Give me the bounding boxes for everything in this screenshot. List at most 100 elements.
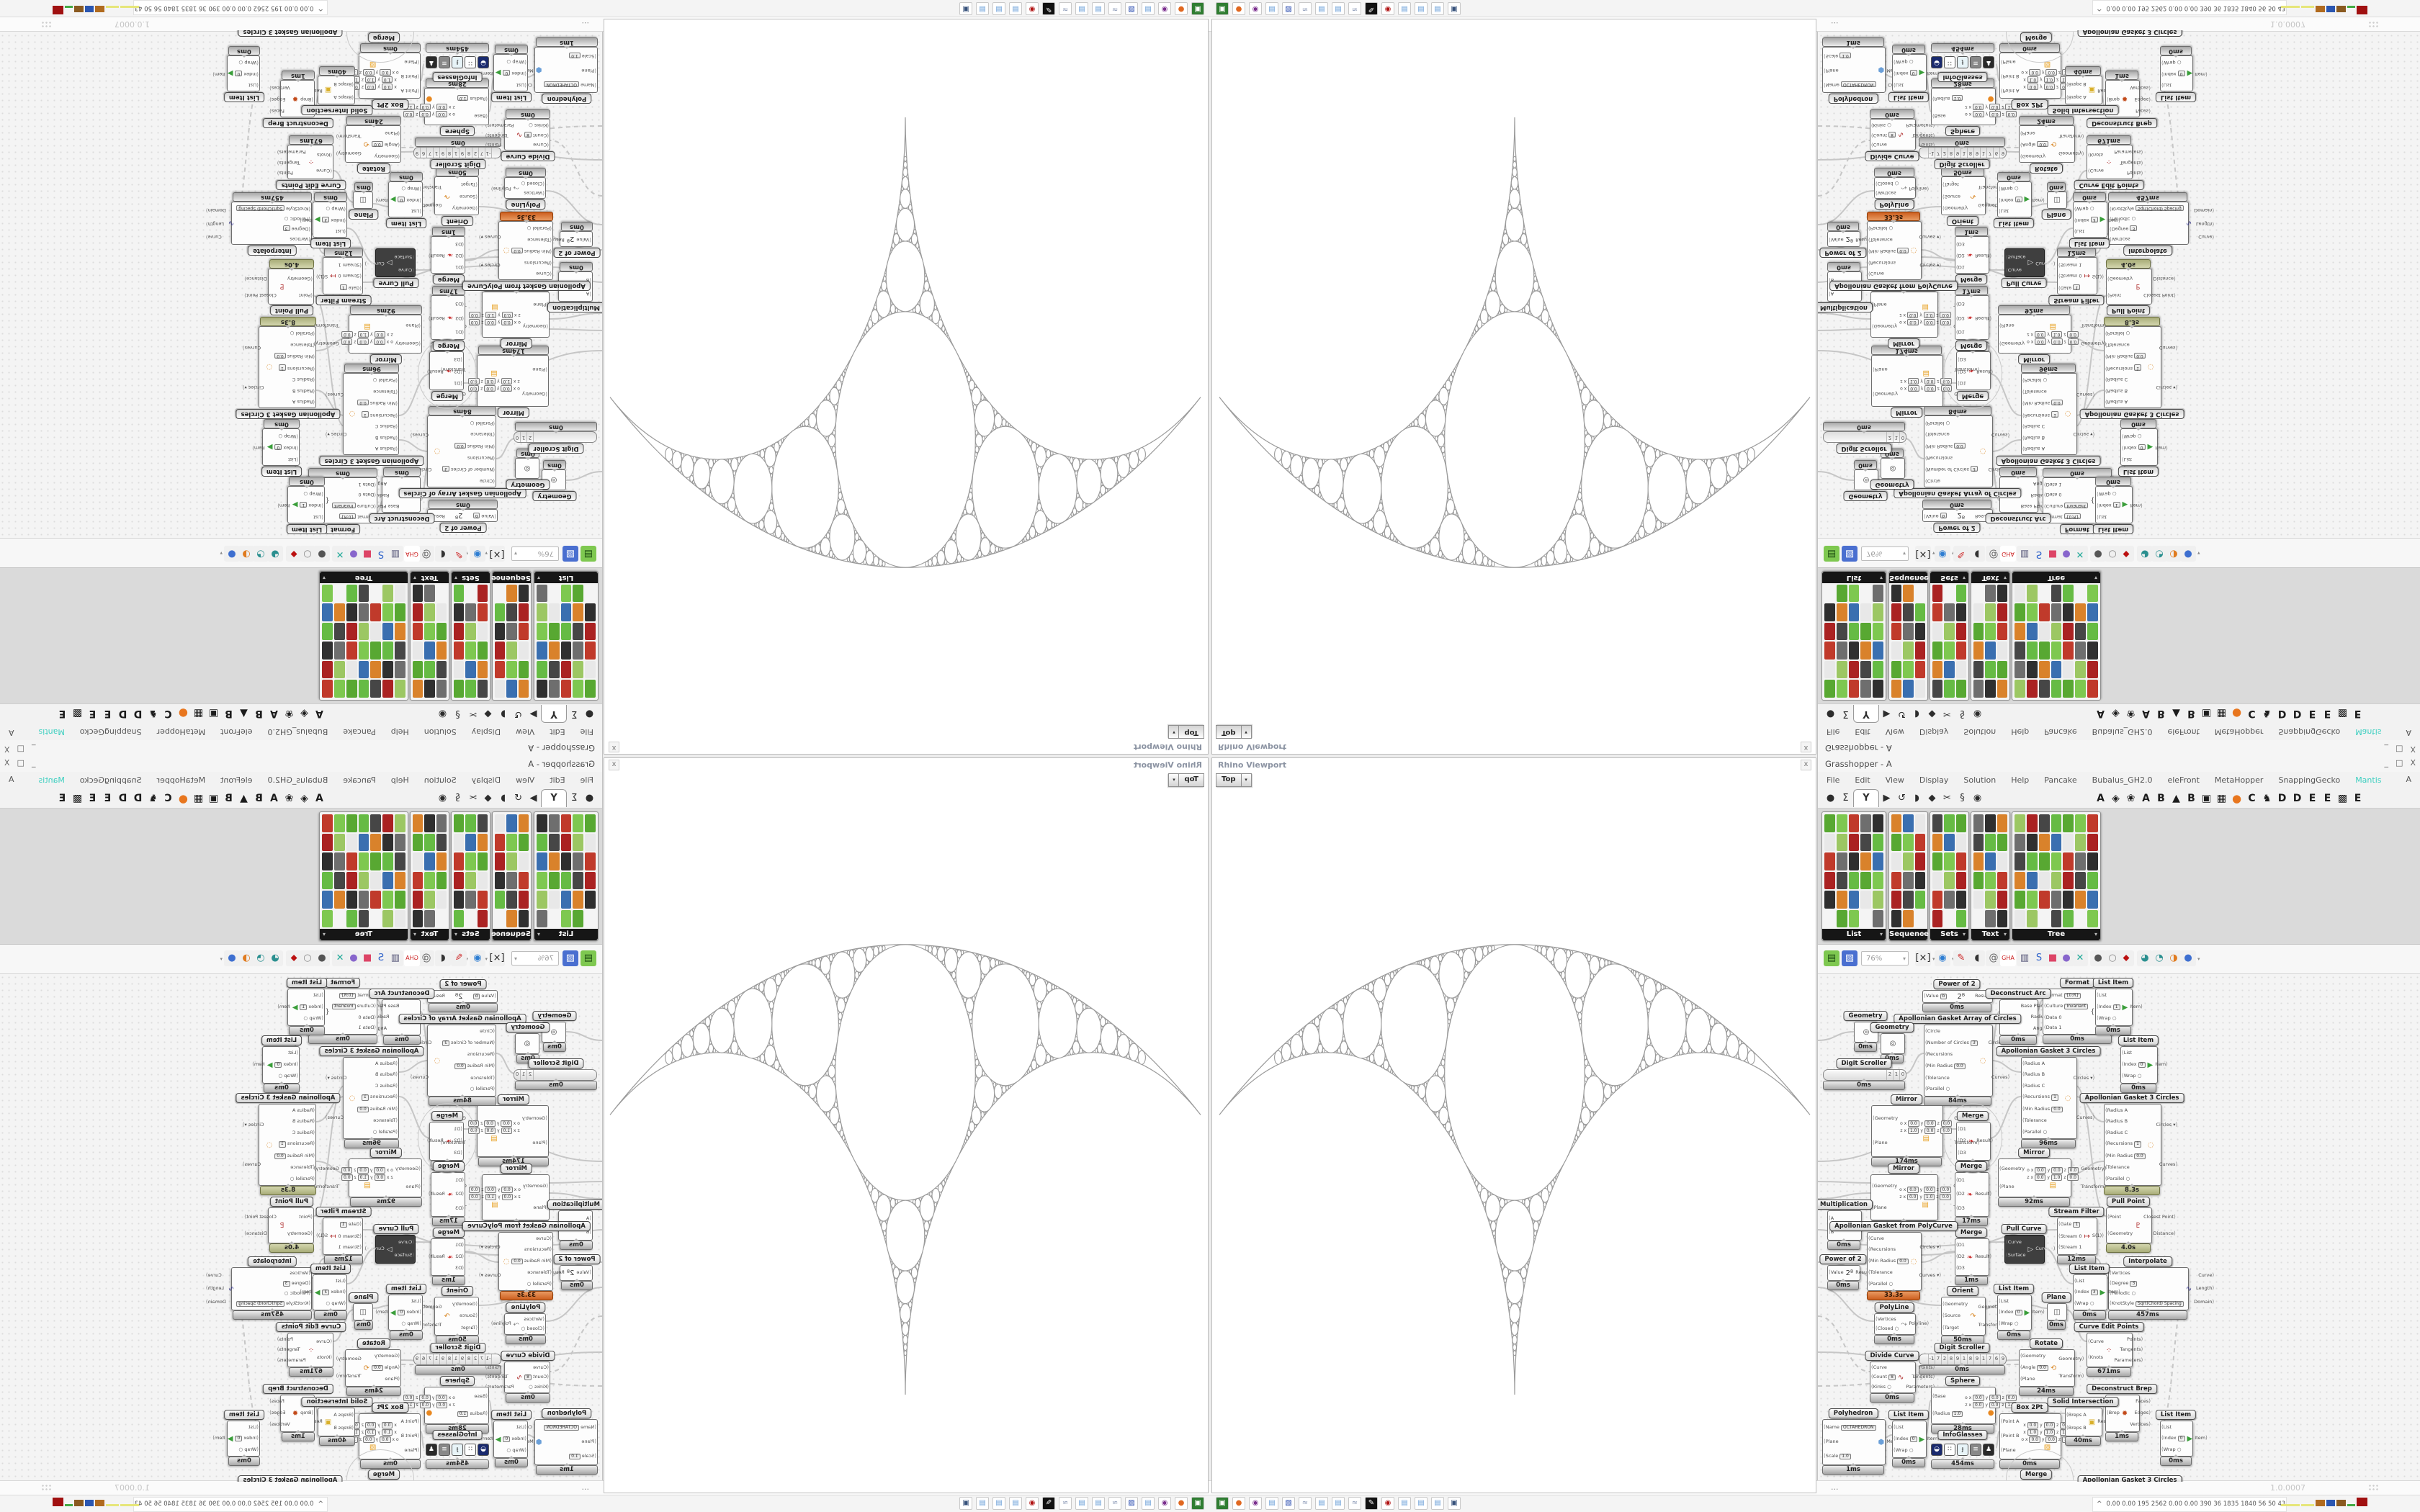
menu-file[interactable]: File <box>1827 775 1840 785</box>
component-icon[interactable] <box>346 909 357 927</box>
node-body[interactable]: (Breps A(Breps B▣Result) <box>306 1408 355 1436</box>
dna-icon[interactable]: ✕ <box>2072 950 2088 966</box>
menu-snappinggecko[interactable]: SnappingGecko <box>2278 727 2341 737</box>
component-icon[interactable] <box>382 585 394 603</box>
component-icon[interactable] <box>518 891 529 909</box>
component-icon[interactable] <box>1955 891 1966 909</box>
node-body[interactable]: (List(Index 0(Wrap ○▶Item) <box>1892 1421 1940 1458</box>
node-body[interactable]: (Vertices (Closed ○ ⤳ Polyline) <box>1874 1313 1929 1335</box>
plugin-tab-8[interactable]: ▦ <box>193 708 204 720</box>
component-icon[interactable] <box>585 623 596 641</box>
menu-help[interactable]: Help <box>2011 727 2030 737</box>
resize-grip-icon[interactable] <box>42 1484 52 1492</box>
component-icon[interactable] <box>560 603 572 621</box>
component-icon[interactable] <box>1891 852 1902 870</box>
component-icon[interactable] <box>1914 871 1925 889</box>
component-icon[interactable] <box>1824 603 1835 621</box>
component-icon[interactable] <box>2063 603 2074 621</box>
component-icon[interactable] <box>1996 909 2007 927</box>
component-tab-8[interactable]: § <box>455 708 460 719</box>
node-body[interactable]: (Geometry (Plane o x 0.0 y 0.0 z 0.0 z x 1… <box>441 355 549 407</box>
component-icon[interactable] <box>346 661 357 679</box>
component-icon[interactable] <box>382 642 394 660</box>
component-icon[interactable] <box>1848 623 1860 641</box>
component-icon[interactable] <box>2051 891 2062 909</box>
save-icon[interactable]: ▧ <box>1842 546 1857 562</box>
node-body[interactable]: (Vertices (Closed ○ ⤳ Polyline) <box>491 177 546 199</box>
component-icon[interactable] <box>358 852 369 870</box>
document-icon[interactable]: ▥ <box>387 546 403 562</box>
component-icon[interactable] <box>395 642 405 660</box>
infoglasses-icon[interactable]: ♟ <box>426 1443 437 1456</box>
minimize-button[interactable]: _ <box>2384 744 2389 754</box>
component-icon[interactable] <box>1944 910 1954 928</box>
component-icon[interactable] <box>1848 909 1860 927</box>
plugin-tab-4[interactable]: B <box>255 792 263 804</box>
component-icon[interactable] <box>1932 603 1943 621</box>
component-icon[interactable] <box>2075 833 2087 851</box>
infoglasses-icon[interactable]: ɟ <box>1957 1443 1968 1456</box>
component-icon[interactable] <box>1903 891 1914 909</box>
component-icon[interactable] <box>1996 661 2007 679</box>
component-icon[interactable] <box>395 680 405 698</box>
component-icon[interactable] <box>465 833 476 851</box>
component-icon[interactable] <box>1873 833 1883 851</box>
component-icon[interactable] <box>346 680 357 698</box>
component-icon[interactable] <box>1985 642 1996 660</box>
close-button[interactable]: X <box>4 758 10 768</box>
node-body[interactable]: (Curve (Count 8 (Kinks ○ ∿ Points) Tangents) P… <box>1870 1362 1935 1393</box>
node-body[interactable]: (List(Index 0(Wrap ○▶Item) <box>480 54 528 91</box>
taskbar-floppy-icon[interactable]: ▧ <box>1125 2 1138 15</box>
component-icon[interactable] <box>2015 603 2025 621</box>
component-icon[interactable] <box>477 642 488 660</box>
component-icon[interactable] <box>2087 623 2098 641</box>
node-body[interactable]: (List(Index 0(Wrap ○▶Item) <box>2160 1421 2208 1457</box>
component-tab-5[interactable]: ◗ <box>1914 793 1919 804</box>
taskbar-firefox-icon[interactable]: ● <box>1232 2 1245 15</box>
component-icon[interactable] <box>358 814 369 832</box>
component-icon[interactable] <box>1860 871 1872 889</box>
node-body[interactable]: (Brep ✹ Faces) Edges) Vertices) <box>2105 1395 2151 1432</box>
component-icon[interactable] <box>1860 891 1872 909</box>
component-icon[interactable] <box>1824 833 1835 851</box>
component-icon[interactable] <box>1914 661 1925 679</box>
component-icon[interactable] <box>1996 585 2007 603</box>
menu-elefront[interactable]: eleFront <box>220 727 253 737</box>
component-icon[interactable] <box>1860 910 1871 928</box>
component-icon[interactable] <box>2015 623 2025 641</box>
component-icon[interactable] <box>424 909 435 927</box>
component-icon[interactable] <box>346 585 357 603</box>
document-icon[interactable]: ▥ <box>387 950 403 966</box>
component-icon[interactable] <box>585 871 596 889</box>
component-icon[interactable] <box>2026 585 2038 603</box>
component-icon[interactable] <box>585 910 596 928</box>
component-icon[interactable] <box>573 603 584 621</box>
menu-display[interactable]: Display <box>471 775 501 785</box>
bake-teal2-icon[interactable]: ◔ <box>2151 950 2167 966</box>
node-body[interactable]: (Geometry (Angle 0.0 (Plane ⟲ Geometry) Trans… <box>336 1349 401 1387</box>
component-icon[interactable] <box>1860 642 1872 660</box>
component-icon[interactable] <box>424 891 435 909</box>
plugin-tab-5[interactable]: ▲ <box>2172 708 2180 720</box>
component-tab-1[interactable]: Σ <box>571 793 578 804</box>
component-icon[interactable] <box>506 680 517 698</box>
taskbar-notepad3-icon[interactable]: ▤ <box>1075 2 1088 15</box>
node-body[interactable]: (List(Index 0(Wrap ○▶Item) <box>480 1421 528 1458</box>
taskbar-monitor-icon[interactable]: ▣ <box>959 2 972 15</box>
component-icon[interactable] <box>382 909 394 927</box>
component-icon[interactable] <box>1985 680 1996 698</box>
menu-solution[interactable]: Solution <box>1963 775 1996 785</box>
menu-elefront[interactable]: eleFront <box>2167 727 2200 737</box>
menu-help[interactable]: Help <box>2011 775 2030 785</box>
component-icon[interactable] <box>2063 680 2074 698</box>
component-icon[interactable] <box>322 909 333 927</box>
component-icon[interactable] <box>2075 603 2087 621</box>
taskbar-notepad4-icon[interactable]: ▤ <box>1398 2 1411 15</box>
menu-view[interactable]: View <box>516 775 535 785</box>
component-icon[interactable] <box>436 680 447 698</box>
node-body[interactable]: (List(Index 0(Wrap ○▶Item) <box>1997 1295 2045 1331</box>
component-tab-0[interactable]: ● <box>1826 793 1835 804</box>
menu-display[interactable]: Display <box>471 727 501 737</box>
component-icon[interactable] <box>2087 603 2098 621</box>
menu-pancake[interactable]: Pancake <box>2044 775 2077 785</box>
